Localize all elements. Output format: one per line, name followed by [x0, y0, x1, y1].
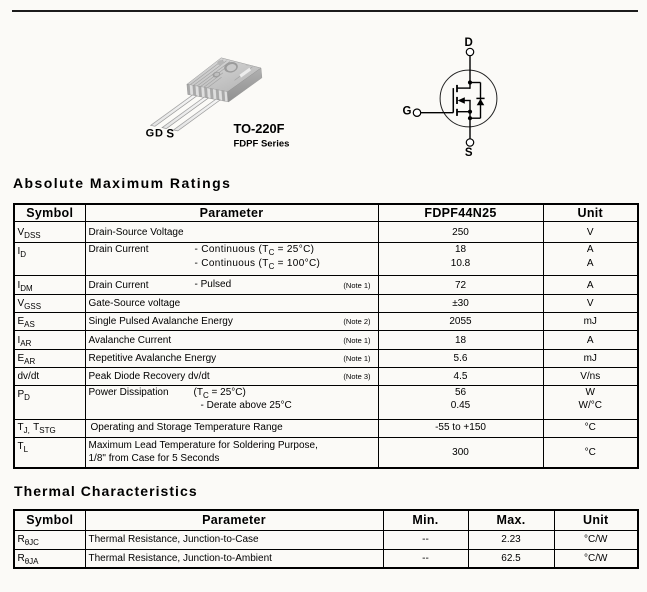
svg-text:S: S	[465, 147, 473, 159]
svg-text:G: G	[403, 106, 412, 118]
svg-text:D: D	[465, 37, 473, 49]
svg-text:FDPF Series: FDPF Series	[234, 138, 290, 149]
svg-text:S: S	[166, 128, 174, 140]
svg-text:G: G	[146, 128, 155, 140]
svg-text:D: D	[155, 128, 163, 140]
svg-text:TO-220F: TO-220F	[234, 121, 285, 136]
